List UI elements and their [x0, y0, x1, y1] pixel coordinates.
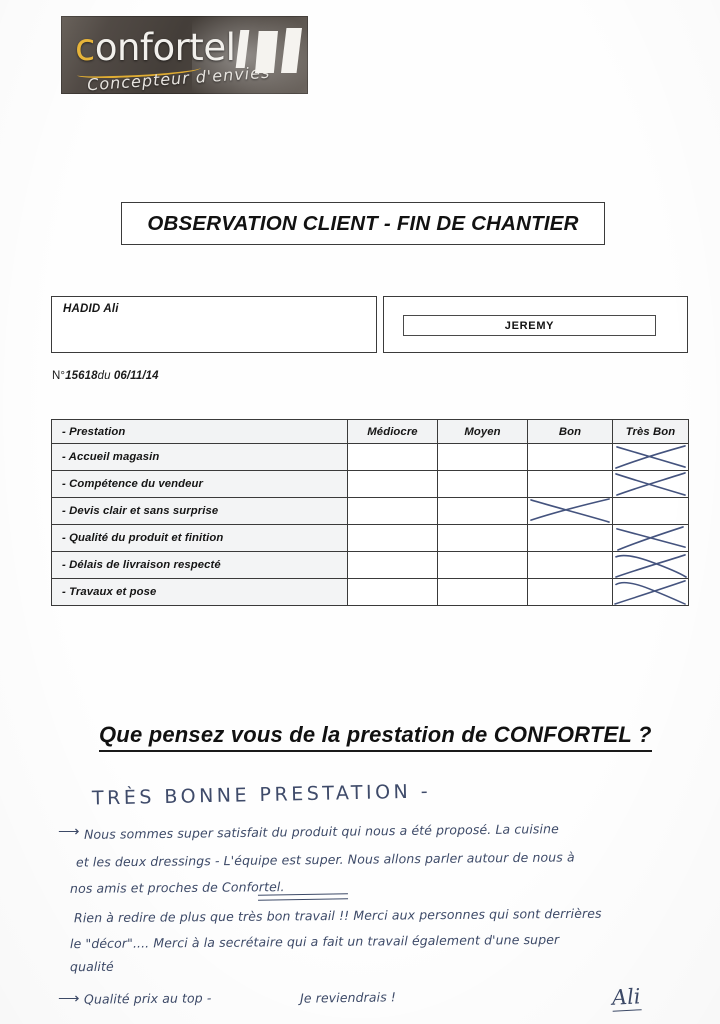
reference-line: N°15618du 06/11/14: [52, 370, 159, 382]
row-label-qualite-produit: - Qualité du produit et finition: [51, 524, 348, 552]
handwritten-p2-line2: le "décor".... Merci à la secrétaire qui…: [69, 931, 560, 952]
table-header-row: - Prestation Médiocre Moyen Bon Très Bon: [51, 419, 689, 444]
handwritten-p3-line1: Qualité prix au top -: [83, 990, 212, 1007]
table-row: - Délais de livraison respecté: [51, 551, 689, 579]
cell-qualite-produit-moyen[interactable]: [437, 524, 528, 552]
cell-competence-vendeur-moyen[interactable]: [437, 470, 528, 498]
cell-accueil-magasin-tres-bon[interactable]: [612, 443, 689, 471]
reference-number: 15618: [65, 370, 98, 382]
row-label-delais-livraison: - Délais de livraison respecté: [51, 551, 348, 579]
handwritten-p3-line2: Je reviendrais !: [299, 989, 397, 1006]
rating-table: - Prestation Médiocre Moyen Bon Très Bon…: [51, 419, 689, 606]
x-mark-icon: [616, 526, 686, 551]
cell-delais-livraison-mediocre[interactable]: [347, 551, 438, 579]
logo-wordmark-rest: onfortel: [94, 26, 236, 69]
cell-delais-livraison-bon[interactable]: [527, 551, 613, 579]
cell-competence-vendeur-mediocre[interactable]: [347, 470, 438, 498]
page-title: OBSERVATION CLIENT - FIN DE CHANTIER: [147, 211, 579, 235]
signature: Ali: [611, 984, 642, 1012]
cell-devis-clair-tres-bon[interactable]: [612, 497, 689, 525]
reference-date: 06/11/14: [113, 370, 159, 382]
handwritten-p1-line3: nos amis et proches de Confortel.: [69, 879, 285, 896]
cell-travaux-pose-bon[interactable]: [527, 578, 613, 606]
x-mark-icon: [530, 498, 610, 523]
cell-devis-clair-moyen[interactable]: [437, 497, 528, 525]
client-field-box: HADID Ali: [51, 296, 380, 356]
column-header-bon: Bon: [527, 419, 613, 444]
document-title-box: OBSERVATION CLIENT - FIN DE CHANTIER: [121, 202, 608, 248]
vendor-name-box: JEREMY: [403, 315, 658, 338]
table-row: - Travaux et pose: [51, 578, 689, 606]
vendor-field-box: JEREMY: [383, 296, 691, 356]
logo-wordmark: confortel: [75, 26, 236, 69]
confortel-underline: [257, 893, 349, 901]
vendor-name: JEREMY: [504, 319, 555, 332]
cell-competence-vendeur-bon[interactable]: [527, 470, 613, 498]
row-label-devis-clair: - Devis clair et sans surprise: [51, 497, 348, 525]
cell-qualite-produit-tres-bon[interactable]: [612, 524, 689, 552]
logo-wordmark-lead: c: [75, 26, 95, 69]
cell-delais-livraison-moyen[interactable]: [437, 551, 528, 579]
cell-devis-clair-bon[interactable]: [527, 497, 613, 525]
x-mark-icon: [614, 580, 686, 605]
cell-delais-livraison-tres-bon[interactable]: [612, 551, 689, 579]
cell-qualite-produit-bon[interactable]: [527, 524, 613, 552]
handwritten-p2-line3: qualité: [69, 958, 114, 975]
cell-competence-vendeur-tres-bon[interactable]: [612, 470, 689, 498]
row-label-travaux-pose: - Travaux et pose: [51, 578, 348, 606]
column-header-moyen: Moyen: [437, 419, 528, 444]
arrow-glyph-1: ⟶: [58, 823, 80, 840]
cell-accueil-magasin-moyen[interactable]: [437, 443, 528, 471]
confortel-logo: confortel Concepteur d'envies: [61, 16, 308, 94]
cell-travaux-pose-mediocre[interactable]: [347, 578, 438, 606]
row-label-competence-vendeur: - Compétence du vendeur: [51, 470, 348, 498]
column-header-mediocre: Médiocre: [347, 419, 438, 444]
logo-blade-b-icon: [281, 28, 302, 73]
handwritten-p2-line1: Rien à redire de plus que très bon trava…: [73, 905, 602, 926]
table-row: - Accueil magasin: [51, 443, 689, 471]
reference-prefix: N°: [52, 370, 66, 382]
cell-accueil-magasin-bon[interactable]: [527, 443, 613, 471]
cell-qualite-produit-mediocre[interactable]: [347, 524, 438, 552]
cell-travaux-pose-tres-bon[interactable]: [612, 578, 689, 606]
arrow-glyph-2: ⟶: [58, 990, 80, 1007]
x-mark-icon: [615, 472, 686, 496]
handwritten-p1-line1: Nous sommes super satisfait du produit q…: [83, 821, 559, 842]
logo-blade-a-icon: [255, 31, 278, 73]
x-mark-icon: [615, 445, 686, 469]
table-row: - Compétence du vendeur: [51, 470, 689, 498]
cell-travaux-pose-moyen[interactable]: [437, 578, 528, 606]
reference-separator: du: [97, 370, 111, 382]
handwritten-headline: TRÈS BONNE PRESTATION -: [91, 780, 432, 810]
question-heading: Que pensez vous de la prestation de CONF…: [99, 722, 652, 752]
handwritten-p1-line2: et les deux dressings - L'équipe est sup…: [75, 849, 575, 870]
cell-accueil-magasin-mediocre[interactable]: [347, 443, 438, 471]
x-mark-icon: [615, 554, 687, 578]
table-row: - Qualité du produit et finition: [51, 524, 689, 552]
column-header-tres-bon: Très Bon: [612, 419, 689, 444]
client-name: HADID Ali: [63, 303, 119, 315]
cell-devis-clair-mediocre[interactable]: [347, 497, 438, 525]
table-row: - Devis clair et sans surprise: [51, 497, 689, 525]
column-header-prestation: - Prestation: [51, 419, 348, 444]
row-label-accueil-magasin: - Accueil magasin: [51, 443, 348, 471]
